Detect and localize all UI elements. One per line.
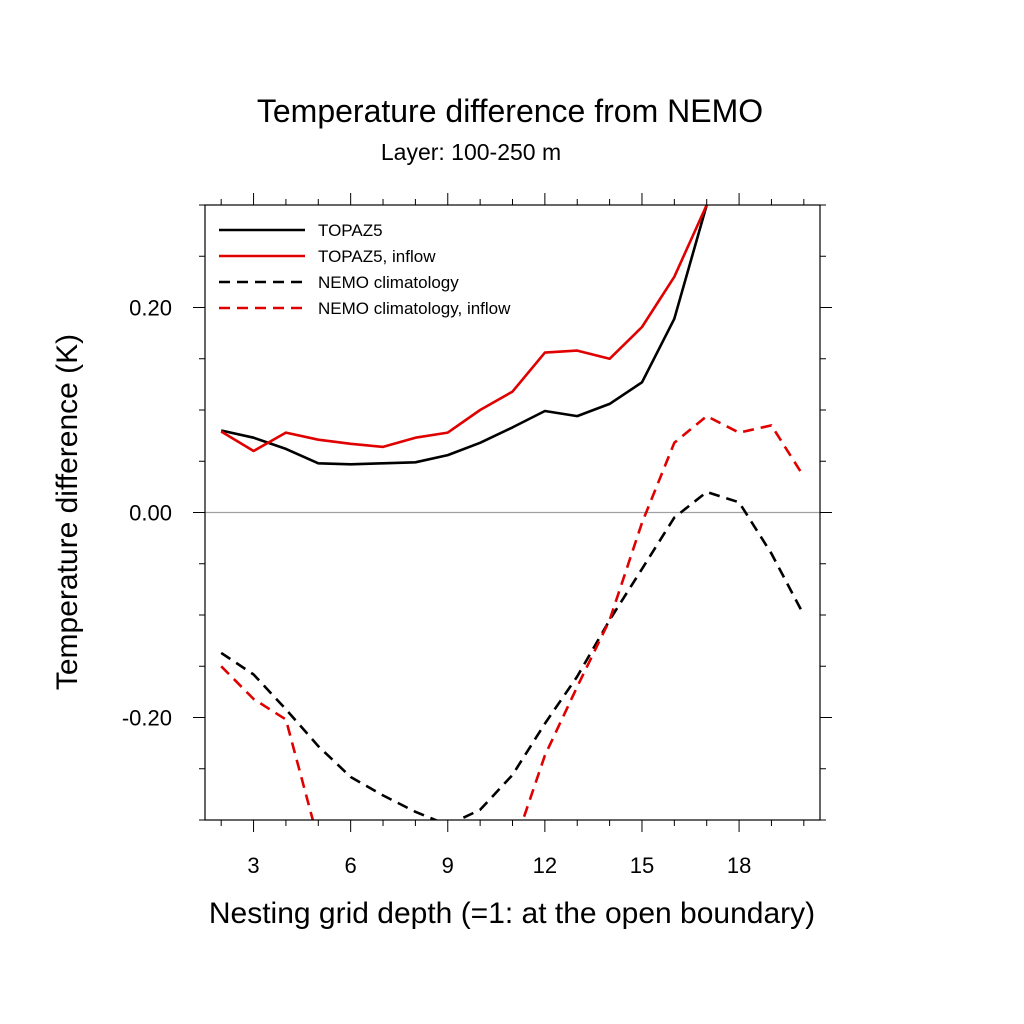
y-axis-label: Temperature difference (K): [51, 334, 84, 690]
tick-layer: 3 6 9 12 15 18 -0.20 0.00 0.20: [122, 193, 832, 878]
x-tick-label: 18: [727, 853, 751, 878]
x-tick-label: 12: [533, 853, 557, 878]
chart-title: Temperature difference from NEMO: [257, 93, 763, 129]
legend-label: TOPAZ5: [318, 221, 383, 240]
legend-label: NEMO climatology: [318, 273, 459, 292]
x-tick-label: 3: [247, 853, 259, 878]
legend: TOPAZ5 TOPAZ5, inflow NEMO climatology NEMO…: [219, 221, 511, 318]
x-tick-label: 6: [345, 853, 357, 878]
series-line-3: [220, 490, 805, 820]
series-line-1: [220, 205, 708, 466]
x-tick-label: 15: [630, 853, 654, 878]
chart-subtitle: Layer: 100-250 m: [381, 139, 561, 165]
y-tick-label: -0.20: [122, 706, 172, 731]
y-tick-label: 0.20: [129, 296, 172, 321]
series-layer: [220, 205, 805, 820]
y-tick-label: 0.00: [129, 501, 172, 526]
x-axis-label: Nesting grid depth (=1: at the open boun…: [209, 897, 815, 930]
series-line-4: [220, 414, 805, 820]
legend-label: NEMO climatology, inflow: [318, 299, 511, 318]
x-tick-label: 9: [442, 853, 454, 878]
legend-label: TOPAZ5, inflow: [318, 247, 436, 266]
series-line-2: [220, 205, 708, 453]
